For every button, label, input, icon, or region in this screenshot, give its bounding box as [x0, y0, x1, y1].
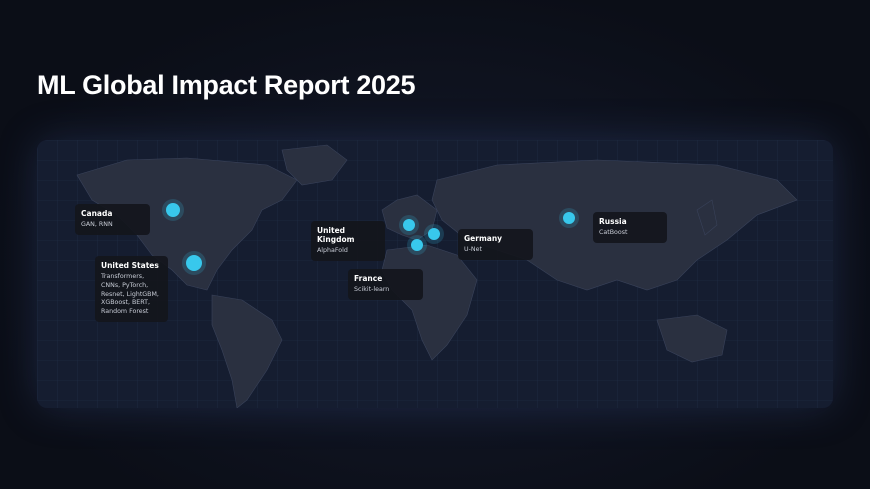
- location-card: Germany U-Net: [458, 229, 533, 260]
- location-card: Canada GAN, RNN: [75, 204, 150, 235]
- country-name: France: [354, 274, 383, 283]
- location-marker[interactable]: [428, 228, 440, 240]
- title: ML Global Impact Report 2025: [37, 70, 416, 100]
- location-marker[interactable]: [166, 203, 180, 217]
- country-name: United Kingdom: [317, 226, 355, 244]
- location-card: France Scikit-learn: [348, 269, 423, 300]
- model-list: AlphaFold: [317, 247, 348, 254]
- location-marker[interactable]: [403, 219, 415, 231]
- model-list: GAN, RNN: [81, 221, 113, 228]
- location-card: Russia CatBoost: [593, 212, 667, 243]
- country-name: Canada: [81, 209, 113, 218]
- location-card: United States Transformers, CNNs, PyTorch…: [95, 256, 168, 323]
- country-name: Germany: [464, 234, 503, 243]
- location-marker[interactable]: [411, 239, 423, 251]
- model-list: Scikit-learn: [354, 286, 390, 293]
- country-name: United States: [101, 261, 159, 270]
- location-marker[interactable]: [186, 255, 202, 271]
- location-marker[interactable]: [563, 212, 575, 224]
- location-card: United Kingdom AlphaFold: [311, 221, 385, 261]
- model-list: CatBoost: [599, 229, 628, 236]
- model-list: U-Net: [464, 246, 482, 253]
- country-name: Russia: [599, 217, 627, 226]
- map-panel: Canada GAN, RNN United States Transformers,…: [37, 140, 833, 408]
- model-list: Transformers, CNNs, PyTorch, Resnet, Lig…: [101, 273, 159, 316]
- map: [37, 140, 833, 408]
